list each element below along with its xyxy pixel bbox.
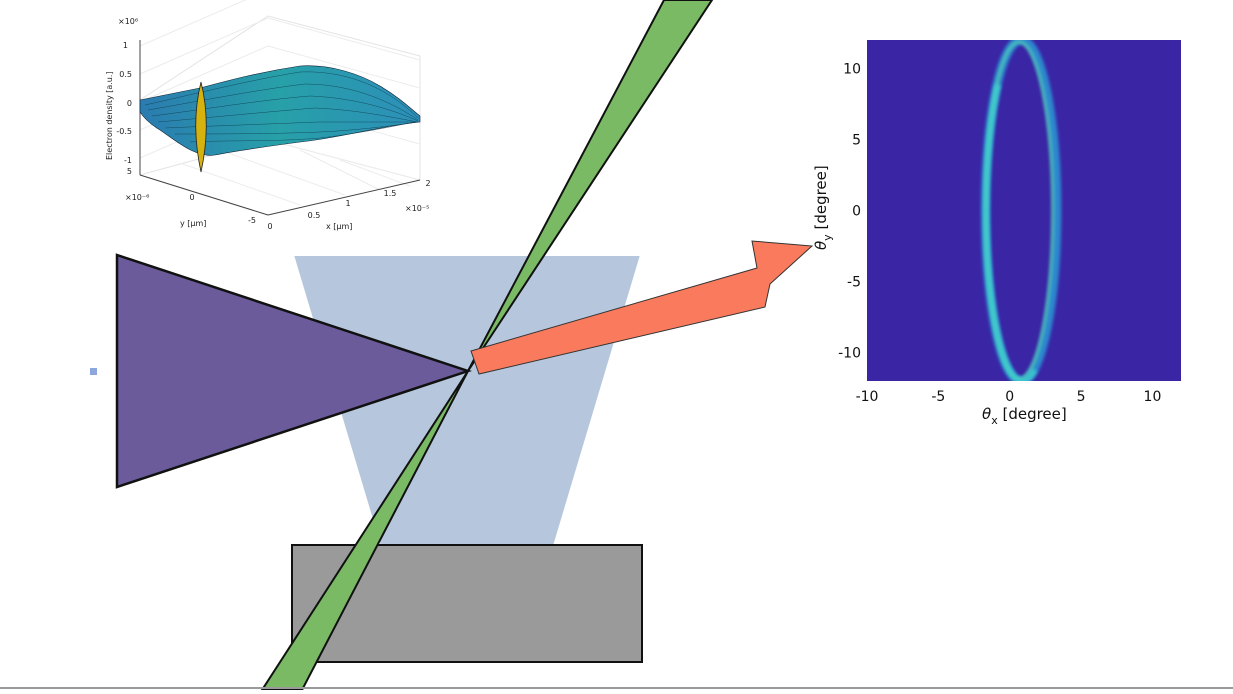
heatmap-x-axis-label: θx [degree] [982, 405, 1067, 427]
heatmap-y-tick: 10 [843, 61, 861, 77]
ring-group [980, 40, 1062, 381]
y-label-sub: y [821, 234, 834, 241]
heatmap-x-tick: -5 [931, 389, 945, 405]
heatmap-y-tick: -5 [847, 275, 861, 291]
surface-x-tick: 2 [425, 179, 430, 188]
emission-ring-bright-edge [983, 40, 1061, 381]
surface-z-exponent: ×10⁶ [118, 17, 138, 26]
surface-y-tick: 0 [189, 193, 194, 202]
surface-z-label: Electron density [a.u.] [105, 71, 114, 160]
surface-x-tick: 1 [345, 199, 350, 208]
surface-x-tick: 0.5 [308, 211, 321, 220]
surface-x-label: x [μm] [326, 222, 352, 231]
surface-z-tick: 0 [127, 99, 132, 108]
density-spike [195, 81, 207, 173]
heatmap-y-tick: -10 [838, 346, 861, 362]
surface-y-exponent: ×10⁻⁶ [125, 193, 149, 202]
surface-z-tick: -0.5 [116, 127, 132, 136]
electron-density-surface-plot: ×10⁶ 1 0.5 0 -0.5 -1 Electron density [a… [105, 0, 431, 231]
surface-x-tick: 1.5 [384, 189, 397, 198]
surface-z-tick: -1 [124, 156, 132, 165]
heatmap-y-tick: 0 [852, 204, 861, 220]
y-label-unit: [degree] [812, 165, 830, 234]
electron-beam-upper [467, 0, 714, 372]
heatmap-x-tick: 0 [1005, 389, 1014, 405]
x-label-sub: x [991, 414, 998, 427]
surface-z-tick: 1 [123, 41, 128, 50]
surface-y-tick: 5 [127, 167, 132, 176]
heatmap-y-axis-label: θy [degree] [812, 165, 834, 250]
heatmap-x-tick: 10 [1144, 389, 1162, 405]
surface-x-exponent: ×10⁻⁵ [405, 204, 429, 213]
x-label-unit: [degree] [998, 405, 1067, 423]
surface-y-label: y [μm] [180, 219, 206, 228]
heatmap-background [867, 40, 1181, 381]
x-label-main: θ [982, 405, 991, 423]
heatmap-y-tick: 5 [852, 132, 861, 148]
emission-arrow [470, 240, 814, 375]
heatmap-x-tick: 5 [1077, 389, 1086, 405]
marker-square [90, 368, 97, 375]
y-label-main: θ [812, 241, 830, 250]
heatmap-x-tick: -10 [856, 389, 879, 405]
surface-y-tick: -5 [248, 216, 256, 225]
laser-pulse [115, 253, 472, 489]
surface-z-tick: 0.5 [119, 70, 132, 79]
surface-x-tick: 0 [267, 222, 272, 231]
